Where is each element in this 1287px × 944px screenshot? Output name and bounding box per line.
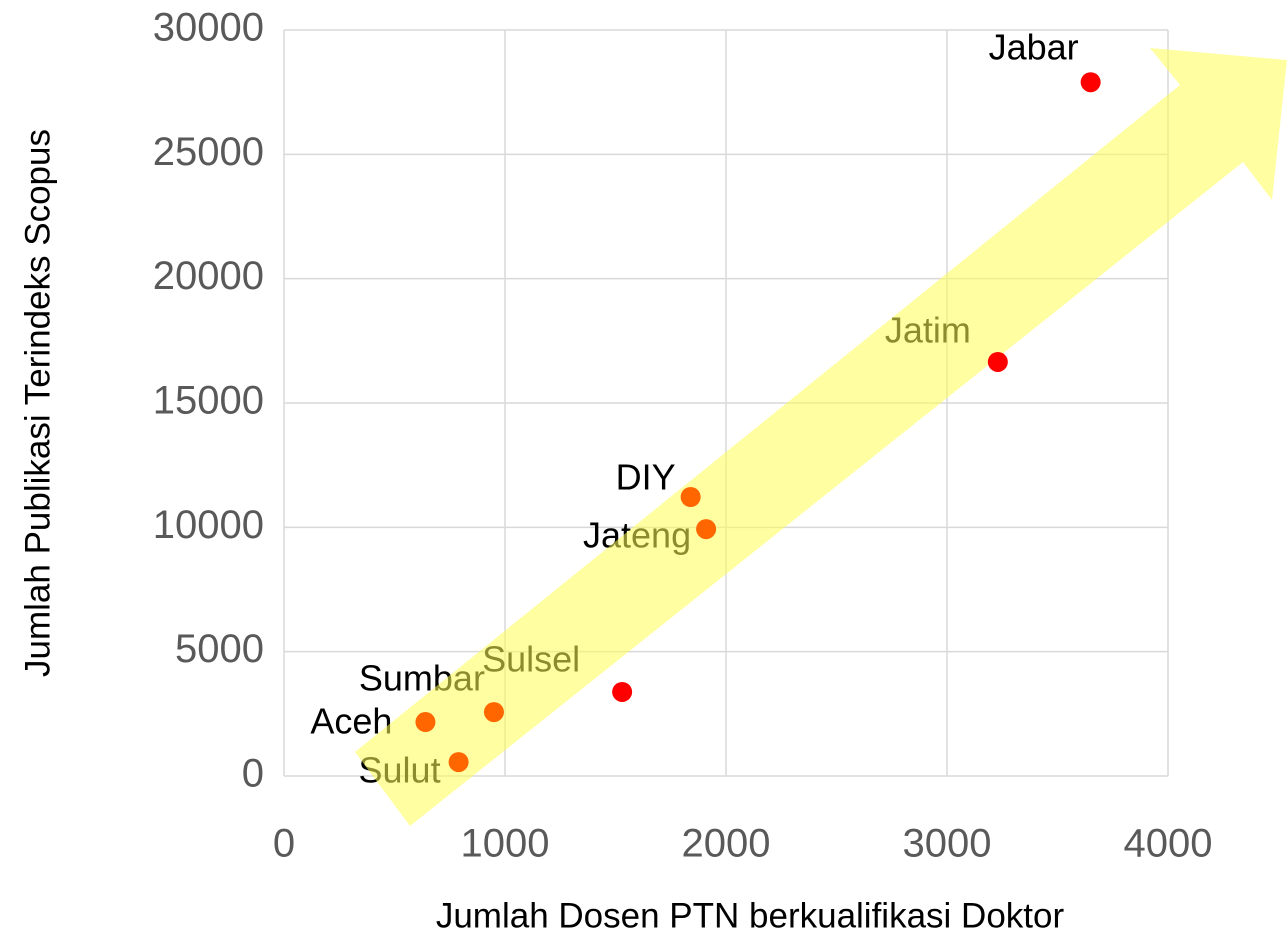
y-tick-label: 30000	[153, 6, 264, 50]
point	[483, 702, 504, 723]
point	[448, 752, 469, 773]
trend-arrow	[355, 48, 1287, 826]
x-tick-label: 3000	[903, 822, 992, 866]
point	[987, 351, 1008, 372]
x-tick-label: 2000	[682, 822, 771, 866]
x-tick-label: 4000	[1124, 822, 1213, 866]
x-tick-label: 0	[273, 822, 295, 866]
y-axis-title: Jumlah Publikasi Terindeks Scopus	[18, 129, 57, 677]
y-tick-label: 15000	[153, 379, 264, 423]
point	[696, 519, 717, 540]
y-tick-label: 25000	[153, 130, 264, 174]
point	[415, 712, 436, 733]
y-tick-label: 20000	[153, 254, 264, 298]
x-tick-label: 1000	[461, 822, 550, 866]
point	[612, 681, 633, 702]
point	[1080, 72, 1101, 93]
y-tick-label: 5000	[175, 627, 264, 671]
point-label: Jabar	[989, 27, 1079, 68]
point-label: DIY	[616, 457, 676, 498]
y-tick-label: 10000	[153, 503, 264, 547]
y-tick-label: 0	[242, 752, 264, 796]
x-axis-title: Jumlah Dosen PTN berkualifikasi Doktor	[436, 896, 1065, 935]
point	[680, 486, 701, 507]
